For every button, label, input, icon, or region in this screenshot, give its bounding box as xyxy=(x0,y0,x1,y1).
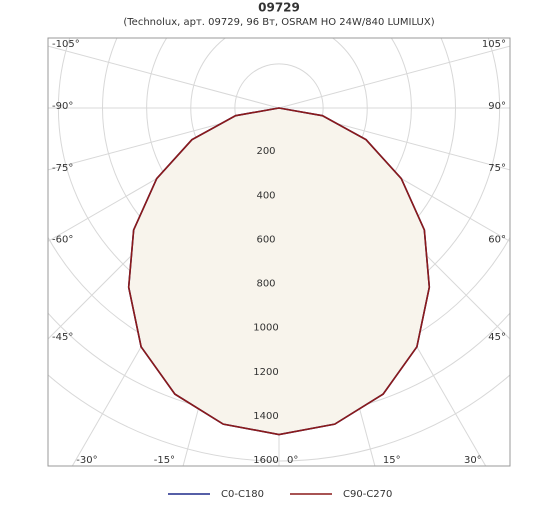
r-tick-label: 1200 xyxy=(253,367,278,378)
r-tick-label: 1400 xyxy=(253,411,278,422)
r-tick-label: 800 xyxy=(256,279,275,290)
angle-tick-label: -105° xyxy=(52,39,80,50)
angle-tick-label: 0° xyxy=(287,455,298,466)
angle-tick-label: -15° xyxy=(154,455,175,466)
angle-tick-label: 45° xyxy=(488,332,506,343)
grid-spoke xyxy=(278,45,510,109)
angle-tick-label: -30° xyxy=(76,455,97,466)
angle-tick-label: -75° xyxy=(52,163,73,174)
angle-tick-label: -90° xyxy=(52,101,73,112)
legend-label: C90-C270 xyxy=(343,489,392,500)
intensity-curve xyxy=(127,107,431,436)
angle-tick-label: -45° xyxy=(52,332,73,343)
chart-title: 09729 xyxy=(258,1,300,15)
angle-tick-label: 60° xyxy=(488,234,506,245)
angle-tick-label: -60° xyxy=(52,234,73,245)
grid-spoke xyxy=(48,45,280,109)
angle-tick-label: 90° xyxy=(488,101,506,112)
intensity-curve xyxy=(127,107,431,436)
r-tick-label: 400 xyxy=(256,190,275,201)
curves xyxy=(127,107,431,436)
legend: C0-C180 C90-C270 xyxy=(168,489,392,500)
angle-tick-label: 15° xyxy=(383,455,401,466)
r-tick-label: 1000 xyxy=(253,323,278,334)
angle-tick-label: 30° xyxy=(464,455,482,466)
labels: 200 400 600 800 1000 1200 1400 1600 -105° -90° -75… xyxy=(52,39,506,466)
plot-frame xyxy=(47,37,511,467)
angle-tick-label: 75° xyxy=(488,163,506,174)
r-tick-label: 600 xyxy=(256,234,275,245)
r-tick-label: 200 xyxy=(256,146,275,157)
chart-subtitle: (Technolux, арт. 09729, 96 Вт, OSRAM HO … xyxy=(123,17,434,28)
r-tick-label: 1600 xyxy=(253,455,278,466)
angle-tick-label: 105° xyxy=(482,39,506,50)
legend-label: C0-C180 xyxy=(221,489,264,500)
